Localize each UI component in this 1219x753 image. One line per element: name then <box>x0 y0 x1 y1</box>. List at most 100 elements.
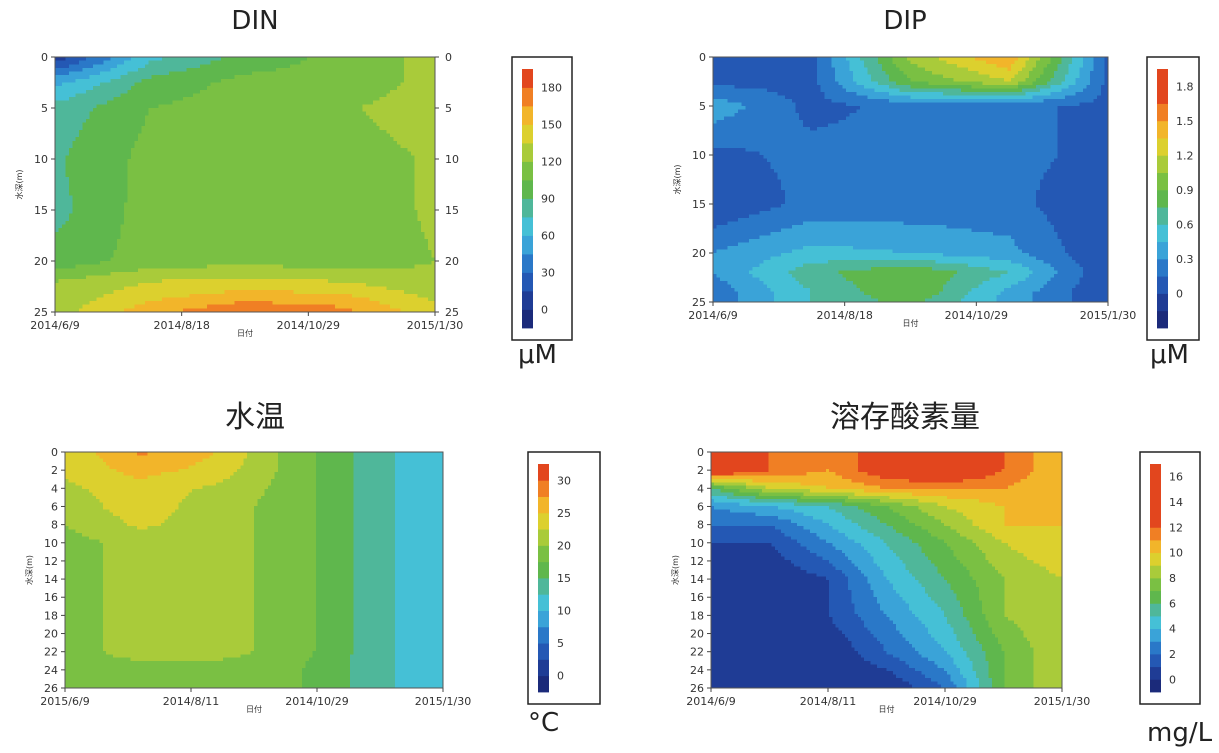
contour-cell <box>172 181 176 185</box>
contour-cell <box>221 214 225 218</box>
contour-cell <box>366 199 370 203</box>
contour-cell <box>297 144 301 148</box>
contour-cell <box>293 152 297 156</box>
contour-cell <box>179 97 183 101</box>
contour-cell <box>259 108 263 112</box>
contour-cell <box>55 130 59 134</box>
contour-cell <box>293 90 297 94</box>
contour-cell <box>166 210 170 214</box>
contour-cell <box>65 141 69 145</box>
contour-cell <box>76 214 80 218</box>
contour-cell <box>107 93 111 97</box>
contour-cell <box>58 195 62 199</box>
contour-cell <box>103 86 107 90</box>
contour-cell <box>266 134 270 138</box>
contour-cell <box>400 123 404 127</box>
contour-cell <box>397 101 401 105</box>
contour-cell <box>425 206 429 210</box>
contour-field <box>55 57 436 313</box>
contour-cell <box>418 188 422 192</box>
contour-cell <box>117 83 121 87</box>
contour-cell <box>293 61 297 65</box>
contour-cell <box>169 75 173 79</box>
contour-cell <box>245 68 249 72</box>
contour-cell <box>148 174 152 178</box>
contour-cell <box>331 134 335 138</box>
contour-cell <box>331 137 335 141</box>
contour-cell <box>159 112 163 116</box>
contour-cell <box>387 166 391 170</box>
contour-cell <box>190 137 194 141</box>
contour-cell <box>352 188 356 192</box>
contour-cell <box>400 104 404 108</box>
contour-cell <box>293 79 297 83</box>
contour-cell <box>425 108 429 112</box>
contour-cell <box>369 199 373 203</box>
contour-cell <box>318 64 322 68</box>
contour-cell <box>86 68 90 72</box>
contour-cell <box>69 112 73 116</box>
contour-cell <box>96 152 100 156</box>
contour-cell <box>418 163 422 167</box>
contour-cell <box>186 86 190 90</box>
contour-cell <box>276 72 280 76</box>
contour-cell <box>238 83 242 87</box>
contour-cell <box>276 126 280 130</box>
contour-cell <box>411 210 415 214</box>
contour-cell <box>69 97 73 101</box>
contour-cell <box>58 137 62 141</box>
contour-cell <box>425 68 429 72</box>
contour-cell <box>345 61 349 65</box>
contour-cell <box>159 210 163 214</box>
contour-cell <box>304 115 308 119</box>
contour-cell <box>207 177 211 181</box>
contour-cell <box>404 123 408 127</box>
contour-cell <box>107 170 111 174</box>
contour-cell <box>193 108 197 112</box>
contour-cell <box>169 166 173 170</box>
contour-cell <box>76 170 80 174</box>
contour-cell <box>414 68 418 72</box>
contour-cell <box>159 206 163 210</box>
contour-cell <box>400 101 404 105</box>
contour-cell <box>342 130 346 134</box>
contour-cell <box>342 185 346 189</box>
contour-cell <box>76 72 80 76</box>
contour-cell <box>152 83 156 87</box>
contour-cell <box>197 130 201 134</box>
contour-cell <box>214 141 218 145</box>
contour-cell <box>331 185 335 189</box>
contour-cell <box>204 112 208 116</box>
contour-cell <box>183 115 187 119</box>
contour-cell <box>280 108 284 112</box>
contour-cell <box>269 90 273 94</box>
contour-cell <box>314 141 318 145</box>
contour-cell <box>162 75 166 79</box>
contour-cell <box>356 185 360 189</box>
contour-cell <box>121 97 125 101</box>
contour-cell <box>172 188 176 192</box>
contour-cell <box>273 214 277 218</box>
contour-cell <box>65 152 69 156</box>
contour-cell <box>290 174 294 178</box>
contour-cell <box>411 195 415 199</box>
contour-cell <box>79 93 83 97</box>
contour-cell <box>72 61 76 65</box>
contour-cell <box>328 192 332 196</box>
contour-cell <box>76 86 80 90</box>
contour-cell <box>373 123 377 127</box>
contour-cell <box>72 72 76 76</box>
contour-cell <box>117 141 121 145</box>
contour-cell <box>425 130 429 134</box>
contour-cell <box>204 214 208 218</box>
contour-cell <box>155 163 159 167</box>
contour-cell <box>290 115 294 119</box>
contour-cell <box>290 101 294 105</box>
contour-cell <box>159 185 163 189</box>
contour-cell <box>93 163 97 167</box>
contour-cell <box>338 83 342 87</box>
contour-cell <box>380 159 384 163</box>
contour-cell <box>172 137 176 141</box>
contour-cell <box>166 195 170 199</box>
contour-cell <box>155 210 159 214</box>
